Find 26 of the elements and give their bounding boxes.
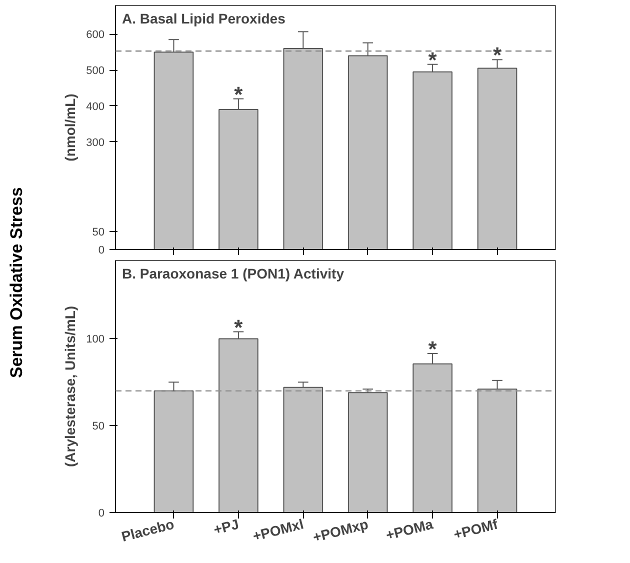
y-tick-label: 50 bbox=[92, 420, 105, 433]
x-tick-label: +POMxp bbox=[311, 516, 370, 546]
chart-title: A. Basal Lipid Peroxides bbox=[122, 10, 286, 26]
x-tick-label: +POMxl bbox=[251, 516, 306, 544]
y-tick-label: 600 bbox=[86, 29, 105, 42]
annotation: * bbox=[428, 47, 438, 72]
y-tick-label: 400 bbox=[86, 100, 105, 113]
y-tick-label: 0 bbox=[98, 244, 105, 256]
y-tick-label: 0 bbox=[98, 508, 105, 520]
y-axis-title: (Arylesterase, Units/mL) bbox=[62, 306, 78, 468]
annotation: * bbox=[234, 314, 244, 340]
y-tick-label: 300 bbox=[86, 136, 105, 149]
y-tick-label: 100 bbox=[86, 334, 105, 346]
y-tick-label: 500 bbox=[86, 65, 105, 78]
x-tick-label: +POMa bbox=[384, 516, 435, 544]
x-tick-label: Placebo bbox=[120, 516, 176, 545]
chart-title: B. Paraoxonase 1 (PON1) Activity bbox=[122, 266, 344, 282]
text: Serum Oxidative Stress bbox=[6, 187, 27, 378]
x-tick-label: +PJ bbox=[212, 516, 240, 538]
bar bbox=[283, 386, 324, 512]
y-tick-label: 50 bbox=[92, 226, 105, 239]
x-tick-label: +POMf bbox=[452, 516, 500, 542]
y-axis-title: (nmol/mL) bbox=[62, 94, 78, 162]
annotation: * bbox=[428, 336, 438, 362]
bar bbox=[348, 392, 388, 512]
annotation: * bbox=[234, 82, 244, 107]
